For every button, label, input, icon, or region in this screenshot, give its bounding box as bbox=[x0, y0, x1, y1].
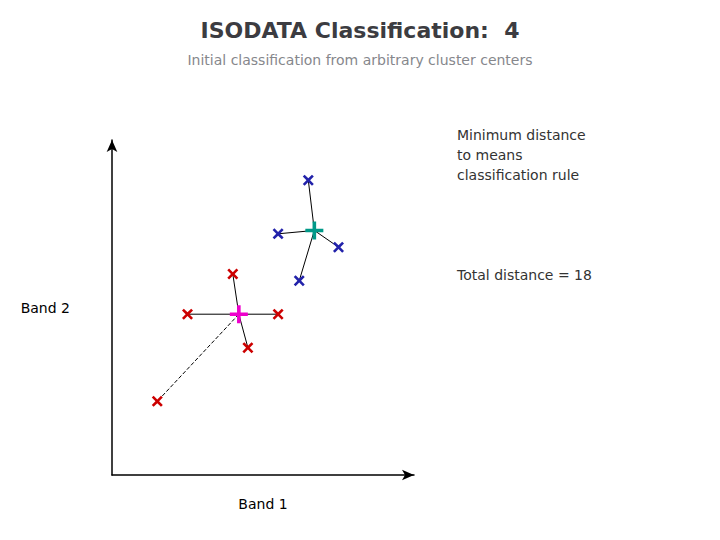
svg-text:to means: to means bbox=[457, 147, 523, 163]
svg-text:classification rule: classification rule bbox=[457, 167, 579, 183]
svg-text:Initial classification from ar: Initial classification from arbitrary cl… bbox=[187, 52, 532, 68]
svg-text:Band 2: Band 2 bbox=[21, 300, 70, 316]
svg-text:Total distance = 18: Total distance = 18 bbox=[456, 267, 592, 283]
svg-text:Band 1: Band 1 bbox=[238, 496, 287, 512]
svg-text:Minimum distance: Minimum distance bbox=[457, 127, 586, 143]
svg-text:ISODATA Classification: 4: ISODATA Classification: 4 bbox=[200, 18, 519, 43]
